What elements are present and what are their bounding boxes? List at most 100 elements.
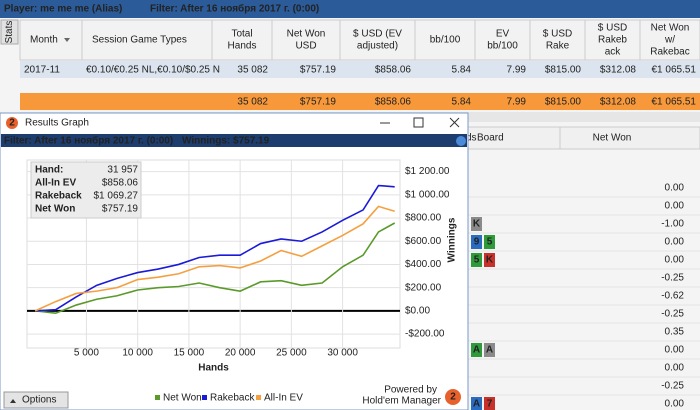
sort-arrow: [64, 38, 70, 42]
player-label: Player: me me me (Alias): [4, 4, 122, 15]
column-header: w/: [664, 35, 675, 46]
x-tick-label: 10 000: [122, 348, 153, 359]
column-header: $ USD (EV: [353, 29, 402, 40]
column-header: USD: [295, 41, 316, 52]
y-tick-label: $0.00: [405, 306, 430, 317]
card-rank: A: [473, 345, 480, 356]
card: [484, 343, 495, 357]
graph-winnings: Winnings: $757.19: [182, 136, 270, 147]
column-header: $ USD: [543, 29, 572, 40]
data-row-bg: [20, 61, 700, 78]
cell: 7.99: [507, 65, 527, 76]
card: [484, 397, 495, 410]
y-tick-label: -$200.00: [405, 329, 445, 340]
legend-swatch: [202, 395, 207, 400]
column-header: Net Won: [287, 29, 326, 40]
hand-net-won: -0.25: [661, 381, 684, 392]
legend-label: All-In EV: [264, 393, 303, 404]
total-cell: 7.99: [507, 97, 527, 108]
stat-label: All-In EV: [35, 178, 76, 189]
help-icon[interactable]: [456, 136, 466, 146]
cell: 5.84: [452, 65, 472, 76]
series-line: [35, 184, 395, 312]
stats-tab[interactable]: [0, 19, 19, 45]
column-header: bb/100: [430, 35, 461, 46]
legend-label: Net Won: [163, 393, 202, 404]
column-header: ack: [605, 47, 622, 58]
filter-bar: [1, 134, 467, 147]
cell: $312.08: [600, 65, 637, 76]
cell: 2017-11: [24, 65, 60, 76]
card: [484, 235, 495, 249]
hand-net-won: -1.00: [661, 219, 684, 230]
filter-label: Filter: After 16 ноября 2017 г. (0:00): [150, 3, 319, 15]
total-cell: 5.84: [452, 97, 472, 108]
hand-net-won: 0.00: [665, 183, 685, 194]
cell: 35 082: [237, 65, 268, 76]
brand: Hold'em Manager: [362, 396, 441, 407]
close[interactable]: [449, 117, 460, 128]
options-button[interactable]: [3, 391, 69, 409]
hands-header: ds: [466, 133, 477, 144]
card: [484, 253, 495, 267]
card-rank: K: [473, 219, 481, 230]
powered-by: Powered by: [384, 385, 437, 396]
total-cell: $858.06: [375, 97, 412, 108]
x-tick-label: 15 000: [174, 348, 205, 359]
legend-swatch: [256, 395, 261, 400]
stats-tab-label: Stats: [4, 21, 15, 44]
y-tick-label: $1 200.00: [405, 166, 450, 177]
card: [471, 343, 482, 357]
hand-net-won: 0.00: [665, 399, 685, 410]
stat-label: Net Won: [35, 204, 75, 215]
hand-net-won: 0.00: [665, 201, 685, 212]
hands-header: Net Won: [593, 133, 632, 144]
stat-value: $1 069.27: [94, 191, 139, 202]
graph-filter: Filter: After 16 ноября 2017 г. (0:00): [4, 135, 173, 147]
x-axis-label: Hands: [198, 363, 229, 374]
stat-value: $757.19: [102, 204, 139, 215]
x-tick-label: 25 000: [276, 348, 307, 359]
column-header: adjusted): [357, 41, 398, 52]
y-tick-label: $200.00: [405, 282, 442, 293]
hand-net-won: 0.00: [665, 255, 685, 266]
x-tick-label: 30 000: [327, 348, 358, 359]
stat-value: $858.06: [102, 178, 139, 189]
card-rank: 7: [487, 399, 493, 410]
column-header: Net Won: [651, 23, 690, 34]
column-header: Total: [231, 29, 252, 40]
column-header: Month: [30, 35, 58, 46]
stats-box: [30, 161, 142, 219]
column-header: Rake: [546, 41, 570, 52]
hand-net-won: -0.62: [661, 291, 684, 302]
table-header-bg: [19, 19, 700, 61]
card-rank: A: [486, 345, 493, 356]
card: [471, 397, 482, 410]
window-title: Results Graph: [25, 118, 89, 129]
y-tick-label: $800.00: [405, 213, 442, 224]
cell: $815.00: [545, 65, 582, 76]
maximize[interactable]: [413, 117, 424, 128]
column-header: Rakebac: [650, 47, 689, 58]
cell: $858.06: [375, 65, 412, 76]
hand-net-won: 0.00: [665, 345, 685, 356]
column-header: bb/100: [487, 41, 518, 52]
hand-net-won: -0.25: [661, 309, 684, 320]
brand-badge: 2: [450, 392, 456, 403]
total-cell: $757.19: [300, 97, 337, 108]
x-tick-label: 20 000: [225, 348, 256, 359]
card-rank: 5: [474, 255, 480, 266]
app-icon: [6, 117, 18, 129]
x-tick-label: 5 000: [74, 348, 99, 359]
card-rank: 9: [474, 237, 480, 248]
total-cell: €1 065.51: [652, 97, 697, 108]
card: [471, 217, 482, 231]
total-cell: $815.00: [545, 97, 582, 108]
column-header: Rakeb: [598, 35, 627, 46]
hand-net-won: 0.35: [665, 327, 685, 338]
app-icon-badge: 2: [9, 118, 15, 129]
legend-swatch: [155, 395, 160, 400]
cell: €0.10/€0.25 NL,€0.10/$0.25 N: [86, 65, 220, 76]
card-rank: A: [473, 399, 480, 410]
